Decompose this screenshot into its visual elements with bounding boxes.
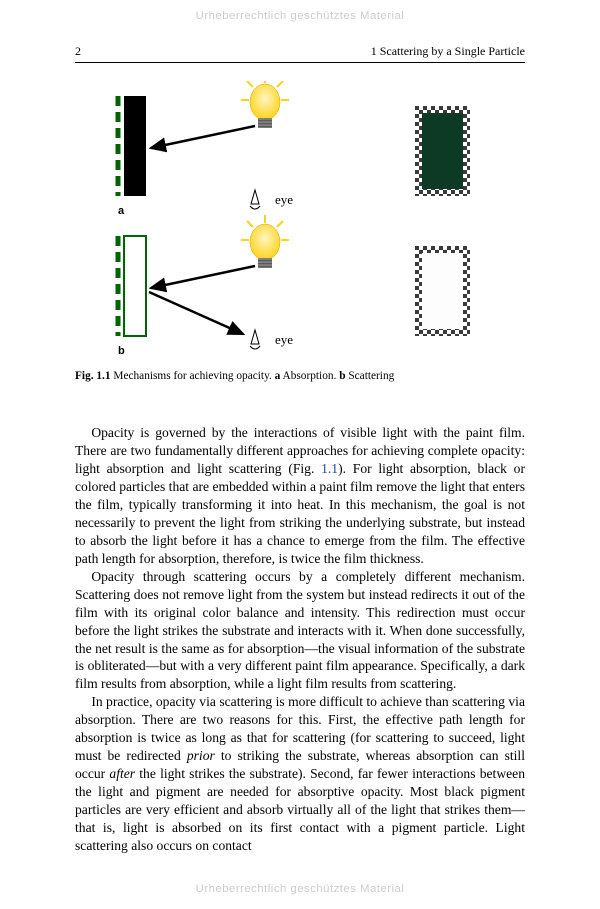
panel-a-label: a (118, 205, 125, 217)
copyright-bottom: Urheberrechtlich geschütztes Material (0, 883, 600, 895)
copyright-top: Urheberrechtlich geschütztes Material (0, 10, 600, 22)
caption-text-1: Mechanisms for achieving opacity. (111, 370, 275, 382)
caption-text-a: Absorption. (280, 370, 339, 382)
page-number: 2 (75, 44, 81, 59)
eye-label-a: eye (275, 192, 293, 207)
panel-b-label: b (118, 345, 125, 357)
figure-caption: Fig. 1.1 Mechanisms for achieving opacit… (75, 369, 525, 384)
caption-text-b: Scattering (346, 370, 395, 382)
p3-it1: prior (187, 748, 215, 763)
paragraph-1: Opacity is governed by the interactions … (75, 424, 525, 568)
p1-b: ). For light absorption, black or colore… (75, 461, 525, 566)
figure-ref-link[interactable]: 1.1 (321, 461, 338, 476)
eye-label-b: eye (275, 332, 293, 347)
caption-lead: Fig. 1.1 (75, 370, 111, 382)
paragraph-2: Opacity through scattering occurs by a c… (75, 568, 525, 694)
p3-c: the light strikes the substrate). Second… (75, 766, 525, 853)
figure-1-1: a (75, 81, 525, 361)
body-text: Opacity is governed by the interactions … (75, 424, 525, 855)
p3-it2: after (109, 766, 135, 781)
chapter-title: 1 Scattering by a Single Particle (371, 44, 525, 59)
paragraph-3: In practice, opacity via scattering is m… (75, 693, 525, 854)
running-head: 2 1 Scattering by a Single Particle (75, 44, 525, 63)
page-content: 2 1 Scattering by a Single Particle (75, 44, 525, 855)
